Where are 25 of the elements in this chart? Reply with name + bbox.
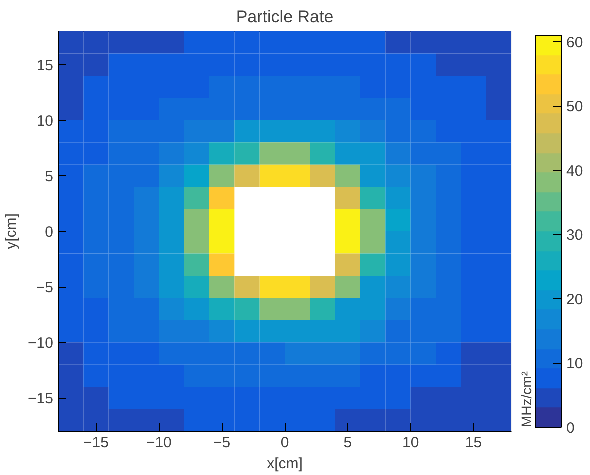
- y-tick-label: 10: [36, 112, 54, 130]
- color-bar-label: 60: [566, 34, 584, 52]
- color-bar-label: 0: [566, 420, 575, 437]
- y-tick-label: −10: [28, 335, 54, 352]
- y-tick-label: 0: [45, 224, 54, 241]
- x-tick-label: −15: [84, 434, 109, 452]
- x-tick-label: 15: [465, 434, 482, 452]
- y-tick-label: −15: [28, 390, 54, 408]
- color-bar-label: 10: [566, 356, 584, 373]
- chart-title: Particle Rate: [236, 8, 334, 26]
- y-tick-label: 15: [36, 57, 54, 74]
- color-bar-label: 40: [566, 162, 584, 180]
- color-bar-label: 30: [566, 227, 584, 244]
- y-tick-label: −5: [36, 280, 54, 297]
- color-bar-label: 20: [566, 291, 584, 308]
- x-tick-label: −10: [146, 434, 172, 452]
- color-bar-title: MHz/cm²: [518, 371, 534, 428]
- y-axis-title: y[cm]: [3, 214, 20, 250]
- x-tick-label: −5: [214, 434, 231, 452]
- color-bar-label: 50: [566, 98, 584, 116]
- y-tick-label: 5: [45, 168, 54, 186]
- x-tick-label: 5: [344, 434, 352, 452]
- x-tick-label: 0: [280, 434, 290, 452]
- x-tick-label: 10: [402, 434, 420, 452]
- x-axis-title: x[cm]: [267, 456, 303, 472]
